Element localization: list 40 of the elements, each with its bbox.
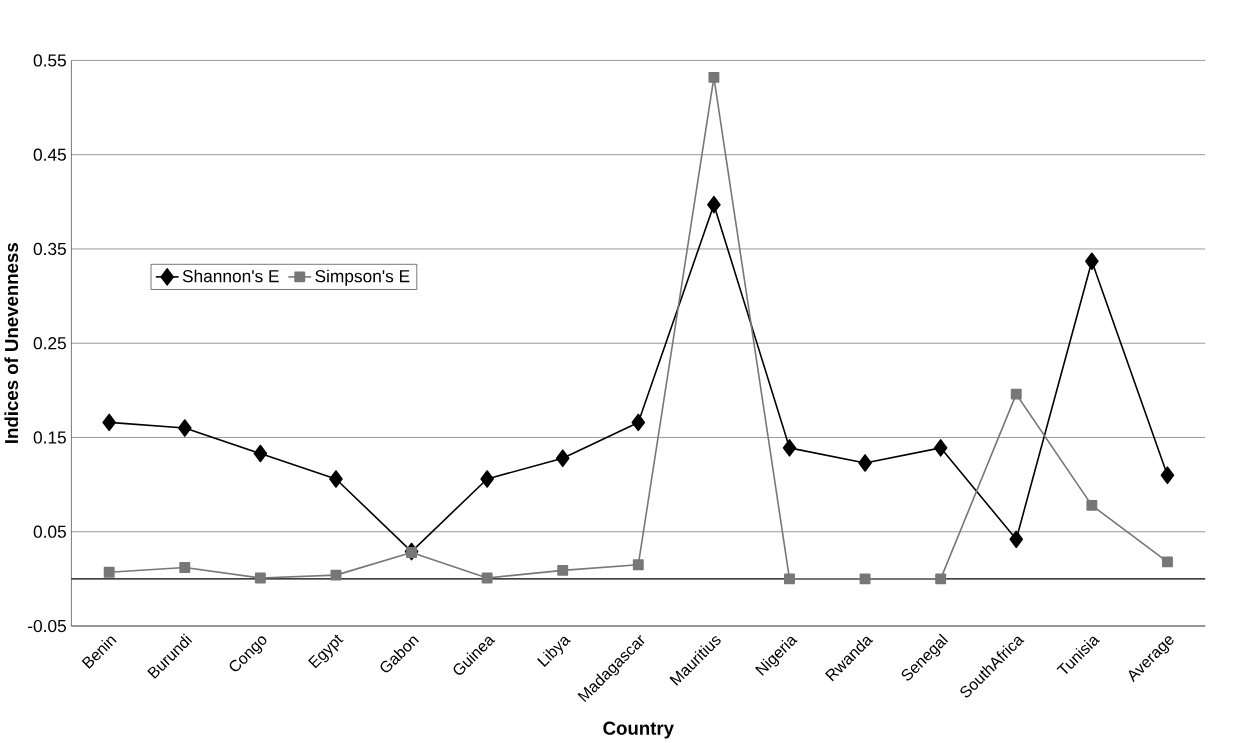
point bbox=[933, 439, 948, 457]
y-axis-title: Indices of Unevenness bbox=[4, 243, 19, 443]
y-tick-label: 0.55 bbox=[33, 54, 66, 67]
y-tick-label: 0.15 bbox=[33, 431, 66, 444]
point bbox=[557, 564, 569, 576]
point bbox=[330, 569, 342, 581]
point bbox=[1161, 556, 1173, 568]
point bbox=[254, 572, 266, 584]
point bbox=[329, 470, 343, 488]
y-tick-label: 0.25 bbox=[33, 337, 66, 350]
point bbox=[179, 562, 191, 574]
point bbox=[481, 572, 493, 584]
point bbox=[1086, 499, 1098, 511]
point bbox=[177, 419, 192, 437]
point bbox=[102, 413, 116, 432]
point bbox=[1085, 252, 1099, 271]
point bbox=[1010, 388, 1022, 400]
point bbox=[1009, 530, 1024, 549]
point bbox=[859, 573, 871, 585]
point bbox=[406, 547, 417, 558]
x-axis-title: Country bbox=[603, 721, 674, 739]
legend-label: Simpson's E bbox=[315, 269, 410, 286]
point bbox=[935, 573, 947, 585]
point bbox=[103, 566, 115, 578]
point bbox=[253, 444, 268, 463]
point bbox=[858, 454, 872, 472]
point bbox=[632, 559, 644, 571]
point bbox=[782, 439, 797, 457]
point bbox=[631, 413, 646, 432]
point bbox=[1160, 466, 1175, 485]
point bbox=[784, 573, 795, 585]
legend-label: Shannon's E bbox=[182, 269, 279, 283]
point bbox=[480, 470, 494, 488]
point bbox=[555, 449, 570, 468]
point bbox=[708, 71, 720, 83]
y-tick-label: 0.35 bbox=[33, 242, 66, 256]
y-tick-label: -0.05 bbox=[28, 619, 66, 633]
point bbox=[707, 195, 721, 214]
y-tick-label: 0.45 bbox=[33, 148, 66, 161]
y-tick-label: 0.05 bbox=[33, 525, 66, 538]
